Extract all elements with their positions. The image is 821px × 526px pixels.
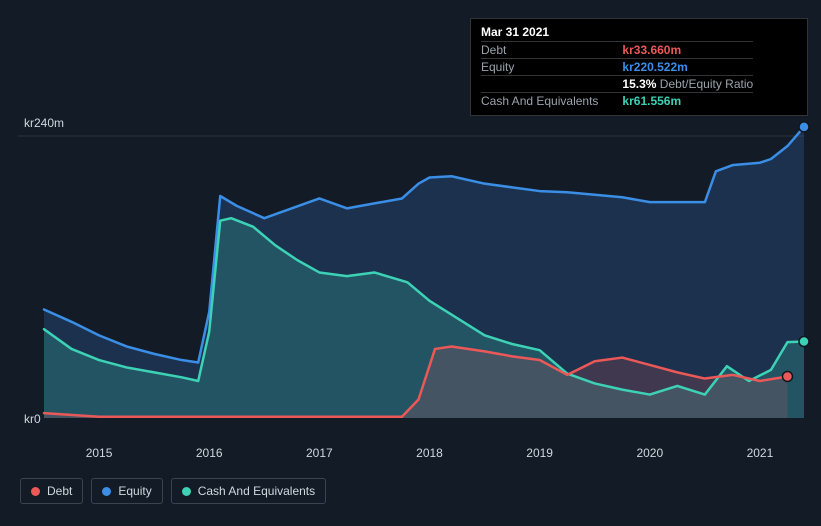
x-tick-label: 2021 [747,446,774,460]
chart-container: kr240m kr0 2015201620172018201920202021 … [0,0,821,526]
tooltip-date: Mar 31 2021 [481,25,797,39]
legend-dot-icon [31,487,40,496]
tooltip-row-value: kr61.556m [622,93,753,110]
x-tick-label: 2020 [636,446,663,460]
tooltip-row-value: 15.3% Debt/Equity Ratio [622,76,753,93]
tooltip-row-label: Cash And Equivalents [481,93,622,110]
chart-tooltip: Mar 31 2021 Debtkr33.660mEquitykr220.522… [470,18,808,116]
legend-dot-icon [102,487,111,496]
tooltip-row-value: kr33.660m [622,42,753,59]
x-tick-label: 2018 [416,446,443,460]
tooltip-rows: Debtkr33.660mEquitykr220.522m15.3% Debt/… [481,42,753,110]
x-tick-label: 2015 [86,446,113,460]
tooltip-row-value: kr220.522m [622,59,753,76]
x-tick-label: 2019 [526,446,553,460]
end-marker-equity [799,122,809,132]
legend-item-cash[interactable]: Cash And Equivalents [171,478,326,504]
legend-label: Cash And Equivalents [198,484,315,498]
x-tick-label: 2017 [306,446,333,460]
legend-item-debt[interactable]: Debt [20,478,83,504]
legend-label: Equity [118,484,151,498]
end-marker-debt [782,371,792,381]
tooltip-row-label: Equity [481,59,622,76]
tooltip-row-label [481,76,622,93]
end-marker-cash [799,337,809,347]
legend-dot-icon [182,487,191,496]
x-tick-label: 2016 [196,446,223,460]
legend-item-equity[interactable]: Equity [91,478,162,504]
chart-legend: Debt Equity Cash And Equivalents [20,478,326,504]
legend-label: Debt [47,484,72,498]
tooltip-row-label: Debt [481,42,622,59]
